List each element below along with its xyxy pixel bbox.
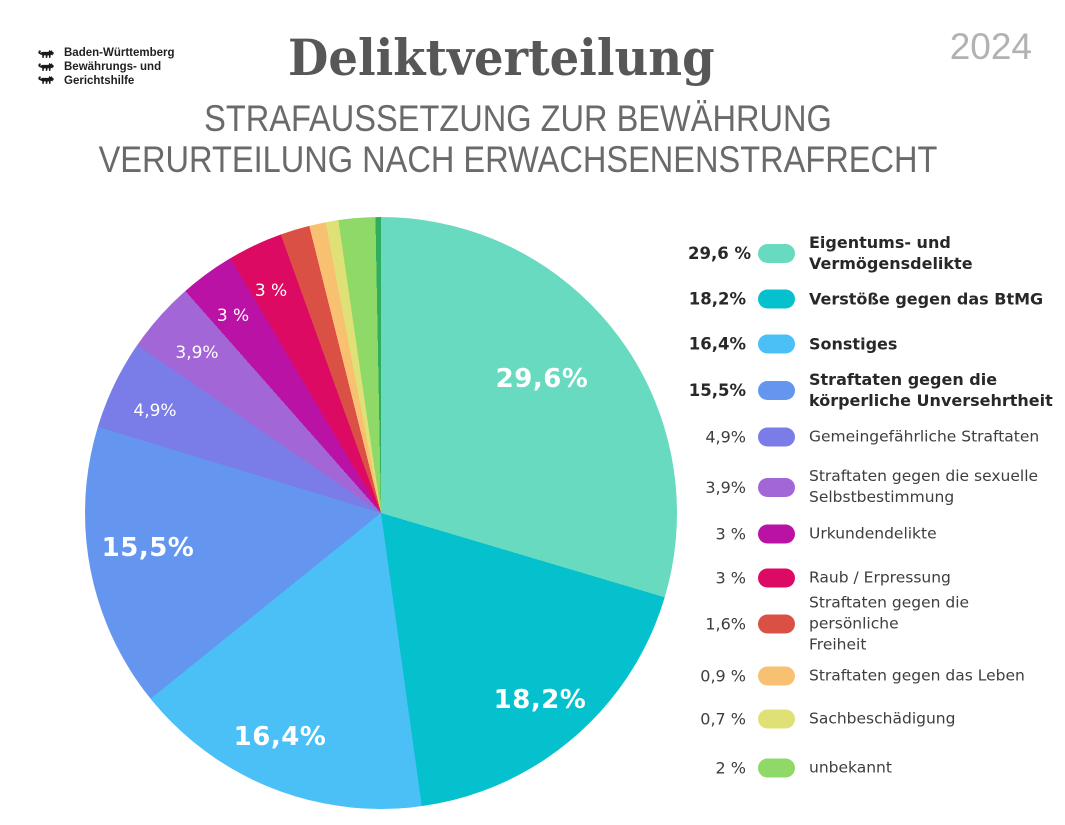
legend-label: Straftaten gegen die körperliche Unverse… — [809, 370, 1053, 410]
legend-swatch — [758, 614, 795, 634]
legend-percent: 1,6% — [705, 614, 746, 634]
legend-row: 0,9 % Straftaten gegen das Leben — [688, 666, 1060, 687]
subtitle-line-1: STRAFAUSSETZUNG ZUR BEWÄHRUNG — [204, 98, 832, 139]
pie-slice-label: 4,9% — [133, 401, 177, 421]
legend-row: 1,6% Straftaten gegen die persönliche Fr… — [688, 593, 1060, 656]
legend-swatch — [758, 334, 795, 354]
legend-percent: 16,4% — [688, 334, 746, 354]
legend-row: 18,2% Verstöße gegen das BtMG — [688, 289, 1060, 310]
legend-row: 15,5% Straftaten gegen die körperliche U… — [688, 369, 1060, 411]
legend-percent: 0,9 % — [700, 666, 746, 686]
legend-swatch — [758, 568, 795, 588]
legend-label: Straftaten gegen die sexuelle Selbstbest… — [809, 467, 1039, 506]
pie-slice-label: 3 % — [216, 306, 250, 326]
logo-text: Baden-Württemberg Bewährungs- und Gerich… — [64, 46, 175, 88]
legend-row: 3 % Raub / Erpressung — [688, 568, 1060, 589]
legend-percent: 4,9% — [705, 427, 746, 447]
legend-row: 16,4% Sonstiges — [688, 334, 1060, 355]
legend-label: Sachbeschädigung — [809, 709, 956, 728]
legend-swatch — [758, 666, 795, 686]
year-label: 2024 — [949, 26, 1032, 67]
legend-percent: 3,9% — [705, 477, 746, 497]
legend-row: 3,9% Straftaten gegen die sexuelle Selbs… — [688, 466, 1060, 508]
legend-label: Verstöße gegen das BtMG — [809, 289, 1044, 309]
legend-percent: 3 % — [715, 568, 746, 588]
legend-swatch — [758, 380, 795, 400]
pie-slice-label: 18,2% — [493, 685, 587, 715]
lion-icon — [38, 49, 54, 58]
pie-slice-label: 16,4% — [233, 722, 327, 752]
legend-row: 2 % unbekannt — [688, 758, 1060, 779]
legend-swatch — [758, 477, 795, 497]
legend-label: Urkundendelikte — [809, 524, 937, 543]
logo-text-line: Baden-Württemberg — [64, 47, 175, 59]
legend-row: 3 % Urkundendelikte — [688, 524, 1060, 545]
pie-chart — [85, 217, 677, 809]
bw-three-lions-icon — [38, 48, 55, 86]
legend-swatch — [758, 289, 795, 309]
legend-row: 4,9% Gemeingefährliche Straftaten — [688, 427, 1060, 448]
legend-percent: 29,6 % — [688, 243, 751, 263]
page-title: Deliktverteilung — [287, 28, 715, 87]
page-subtitle: STRAFAUSSETZUNG ZUR BEWÄHRUNG VERURTEILU… — [0, 98, 1036, 180]
legend-row: 0,7 % Sachbeschädigung — [688, 709, 1060, 730]
logo-text-line: Gerichtshilfe — [64, 75, 135, 87]
legend-percent: 3 % — [715, 524, 746, 544]
legend-label: Eigentums- und Vermögensdelikte — [809, 233, 973, 273]
logo-text-line: Bewährungs- und — [64, 61, 162, 73]
legend-label: Sonstiges — [809, 334, 898, 354]
legend-label: Raub / Erpressung — [809, 568, 951, 587]
legend-label: unbekannt — [809, 758, 892, 777]
legend-swatch — [758, 243, 795, 263]
legend-percent: 18,2% — [688, 289, 746, 309]
legend-label: Straftaten gegen die persönliche Freihei… — [809, 593, 970, 654]
legend-row: 29,6 % Eigentums- und Vermögensdelikte — [688, 232, 1060, 274]
legend-label: Straftaten gegen das Leben — [809, 666, 1025, 685]
pie-slice-label: 3 % — [254, 281, 288, 301]
subtitle-line-2: VERURTEILUNG NACH ERWACHSENENSTRAFRECHT — [98, 139, 938, 180]
lion-icon — [38, 75, 54, 84]
pie-slice-label: 3,9% — [175, 343, 219, 363]
legend-percent: 15,5% — [688, 380, 746, 400]
legend-percent: 2 % — [715, 758, 746, 778]
legend-swatch — [758, 427, 795, 447]
pie-slice-label: 29,6% — [495, 364, 589, 394]
legend-swatch — [758, 709, 795, 729]
bw-logo: Baden-Württemberg Bewährungs- und Gerich… — [38, 46, 175, 88]
pie-slice-label: 15,5% — [101, 533, 195, 563]
legend-percent: 0,7 % — [700, 709, 746, 729]
legend-label: Gemeingefährliche Straftaten — [809, 427, 1040, 446]
lion-icon — [38, 62, 54, 71]
legend-swatch — [758, 758, 795, 778]
legend-swatch — [758, 524, 795, 544]
